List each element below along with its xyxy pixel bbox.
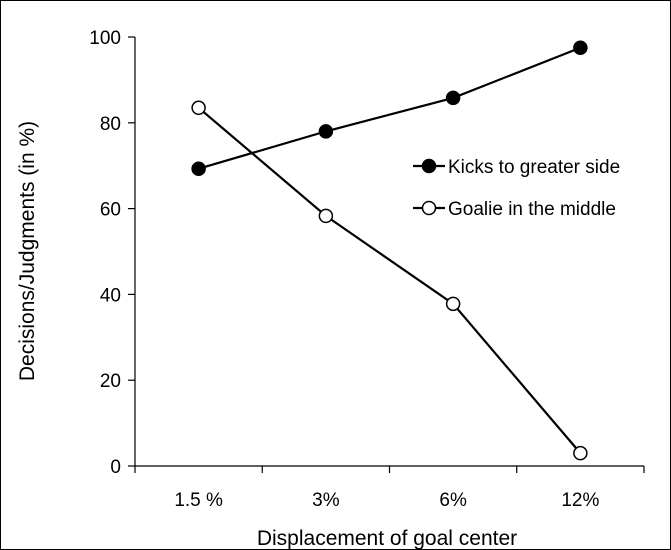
x-axis-title: Displacement of goal center [257, 527, 517, 550]
data-point-open [318, 208, 334, 224]
x-tick-label: 12% [561, 490, 599, 511]
data-point-filled [573, 40, 588, 55]
series-kicks-to-greater-side [191, 40, 588, 176]
series-line [198, 46, 581, 170]
series-line [197, 106, 582, 454]
legend-marker-open [421, 200, 437, 216]
data-point-filled [191, 161, 206, 176]
legend: Kicks to greater side Goalie in the middl… [413, 157, 620, 220]
legend-label: Goalie in the middle [448, 199, 616, 220]
y-tick-label: 20 [100, 371, 121, 392]
series-group [191, 40, 588, 461]
data-point-open [573, 445, 588, 461]
data-point-open [445, 296, 461, 312]
data-point-filled [445, 90, 461, 106]
y-tick-label: 40 [100, 285, 121, 306]
x-tick-label: 6% [439, 490, 467, 511]
data-point-filled [318, 124, 334, 139]
y-tick-label: 80 [100, 114, 121, 135]
y-axis-ticks: 0 20 40 60 80 100 [89, 28, 135, 478]
y-tick-label: 0 [110, 457, 121, 478]
y-tick-label: 60 [100, 200, 121, 221]
series-goalie-in-the-middle [191, 100, 588, 461]
legend-marker-filled [421, 158, 437, 174]
x-tick-label: 3% [312, 490, 340, 511]
x-tick-label: 1.5 % [174, 490, 223, 511]
legend-item: Goalie in the middle [413, 199, 616, 220]
legend-label: Kicks to greater side [448, 157, 620, 178]
data-point-open [191, 100, 206, 116]
y-axis-title: Decisions/Judgments (in %) [16, 121, 39, 381]
legend-item: Kicks to greater side [413, 157, 620, 178]
y-tick-label: 100 [89, 28, 121, 49]
x-axis-ticks: 1.5 % 3% 6% 12% [134, 466, 645, 511]
